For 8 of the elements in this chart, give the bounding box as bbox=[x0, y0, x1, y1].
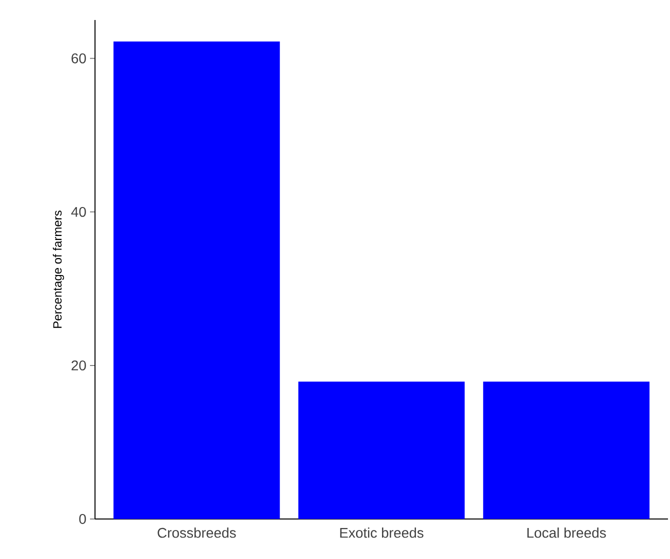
x-tick-label: Crossbreeds bbox=[158, 528, 236, 538]
x-tick-label: Exotic breeds bbox=[340, 528, 424, 538]
x-tick-label: Local breeds bbox=[527, 528, 606, 538]
y-tick-label: 0 bbox=[79, 514, 86, 524]
y-tick-label: 20 bbox=[72, 360, 86, 370]
y-tick-label: 40 bbox=[71, 206, 86, 217]
y-tick-label: 60 bbox=[72, 53, 86, 64]
y-axis-title: Percentage of farmers bbox=[52, 210, 64, 328]
